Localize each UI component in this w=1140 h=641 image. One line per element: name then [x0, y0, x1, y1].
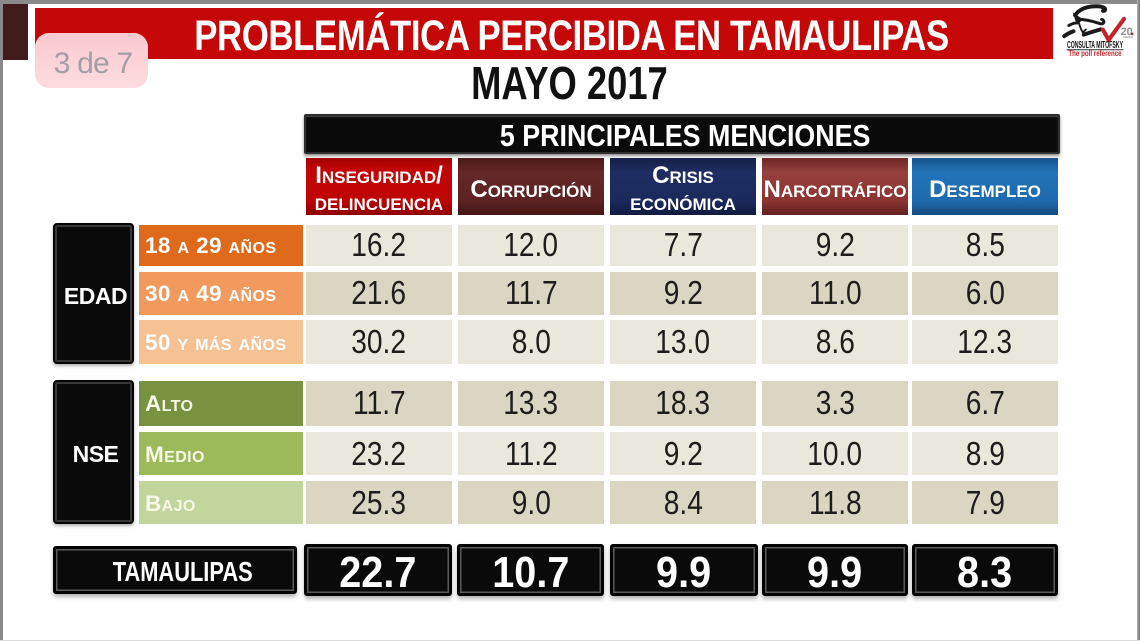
svg-text:The poll reference: The poll reference — [1068, 48, 1122, 58]
svg-text:CONSULTA MITOFSKY: CONSULTA MITOFSKY — [1067, 40, 1123, 51]
svg-text:20: 20 — [1121, 26, 1133, 38]
